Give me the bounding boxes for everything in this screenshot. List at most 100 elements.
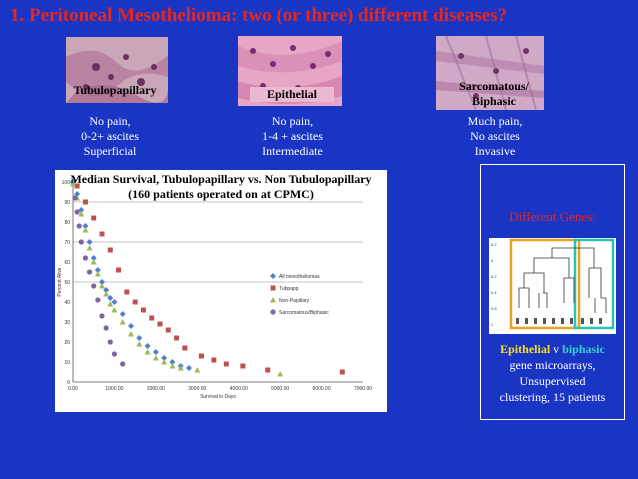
data-point	[107, 339, 113, 345]
tissue-image	[436, 36, 544, 110]
data-point	[86, 239, 93, 245]
chart-title: Median Survival, Tubulopapillary vs. Non…	[55, 172, 387, 202]
data-point	[99, 283, 105, 289]
y-tick-label: 70	[64, 240, 70, 246]
data-point	[116, 267, 122, 273]
data-point	[82, 227, 89, 233]
data-point	[119, 311, 126, 317]
data-point	[74, 183, 80, 189]
dendrogram-svg: 0.2 0 0.2 0.4 0.8 1	[491, 238, 615, 330]
genes-desc-line1: Epithelial v biphasic	[481, 341, 624, 357]
subtype-desc-sarcomatous: Much pain, No ascites Invasive	[445, 114, 545, 159]
data-point	[103, 325, 109, 331]
svg-text:0.8: 0.8	[491, 306, 497, 311]
x-tick-label: 1000.00	[105, 386, 123, 392]
biphasic-text: biphasic	[562, 342, 605, 356]
data-point	[90, 255, 97, 261]
genes-desc-line2: gene microarrays,	[509, 358, 596, 372]
data-point	[140, 307, 146, 313]
data-point	[82, 223, 89, 229]
subtype-desc-tubulopapillary: No pain, 0-2+ ascites Superficial	[55, 114, 165, 159]
data-point	[169, 359, 176, 365]
data-point	[99, 279, 105, 285]
data-point	[82, 255, 89, 261]
data-point	[149, 315, 155, 321]
data-point	[107, 301, 114, 307]
epithelial-text: Epithelial	[500, 342, 551, 356]
x-tick-label: 6000.00	[313, 386, 331, 392]
desc-line: 0-2+ ascites	[81, 129, 139, 143]
data-point	[128, 331, 134, 337]
y-tick-label: 100	[62, 180, 71, 186]
genes-desc-line4: clustering, 15 patients	[499, 390, 606, 404]
data-point	[136, 335, 143, 341]
data-point	[91, 215, 97, 221]
desc-line: Intermediate	[262, 144, 323, 158]
data-point	[144, 343, 151, 349]
data-point	[182, 345, 188, 351]
x-axis-label: Survival in Days	[200, 394, 236, 400]
data-point	[119, 319, 126, 325]
data-point	[211, 357, 217, 363]
data-point	[94, 267, 101, 273]
y-tick-label: 40	[64, 300, 70, 306]
y-tick-label: 20	[64, 340, 70, 346]
data-point	[339, 369, 345, 375]
data-point	[124, 289, 130, 295]
data-point	[277, 371, 284, 377]
data-point	[161, 359, 168, 365]
genes-desc-line3: Unsupervised	[519, 374, 586, 388]
data-point	[103, 287, 110, 293]
data-point	[72, 195, 78, 201]
data-point	[86, 245, 93, 251]
genes-title: Different Genes:	[509, 209, 596, 224]
data-point	[194, 367, 201, 373]
histology-image-sarcomatous	[436, 36, 544, 110]
svg-text:0: 0	[491, 258, 494, 263]
data-point	[107, 247, 113, 253]
data-point	[111, 351, 118, 357]
legend-label: All mesotheliomas	[279, 274, 320, 280]
desc-line: 1-4 + ascites	[262, 129, 323, 143]
data-point	[157, 321, 163, 327]
data-point	[78, 207, 85, 213]
data-point	[198, 353, 204, 359]
x-tick-label: 5000.00	[271, 386, 289, 392]
legend-marker	[270, 285, 276, 291]
chart-title-line1: Median Survival, Tubulopapillary vs. Non…	[70, 172, 372, 186]
data-point	[70, 181, 76, 187]
svg-text:0.2: 0.2	[491, 274, 497, 279]
data-point	[186, 365, 192, 371]
tissue-image	[66, 37, 168, 103]
genes-panel: Different Genes: 0.2 0 0.2 0.4 0.8 1 Epithel…	[480, 164, 625, 420]
desc-line: No pain,	[89, 114, 131, 128]
data-point	[223, 361, 229, 367]
svg-text:1: 1	[491, 322, 494, 327]
data-point	[132, 299, 138, 305]
data-point	[152, 349, 159, 355]
legend-label: Tubpapp	[279, 286, 299, 292]
desc-line: No pain,	[271, 114, 314, 128]
y-tick-label: 10	[64, 360, 70, 366]
svg-text:0.4: 0.4	[491, 290, 497, 295]
subtype-label-sarcomatous: Sarcomatous/ Biphasic	[459, 79, 529, 108]
data-point	[91, 283, 97, 289]
legend-marker	[270, 273, 276, 279]
x-tick-label: 2000.00	[147, 386, 165, 392]
dendrogram-figure: 0.2 0 0.2 0.4 0.8 1	[489, 238, 616, 334]
x-tick-label: 4000.00	[230, 386, 248, 392]
data-point	[169, 363, 176, 369]
x-tick-label: 7000.00	[354, 386, 372, 392]
data-point	[128, 323, 134, 329]
y-axis-label: Percent Alive	[57, 267, 63, 296]
y-tick-label: 60	[64, 260, 70, 266]
data-point	[136, 341, 143, 347]
data-point	[90, 259, 97, 265]
slide-title: 1. Peritoneal Mesothelioma: two (or thre…	[10, 5, 508, 26]
desc-line: Superficial	[83, 144, 137, 158]
data-point	[177, 365, 184, 371]
data-point	[95, 297, 101, 303]
chart-title-line2: (160 patients operated on at CPMC)	[128, 187, 314, 201]
data-point	[74, 191, 81, 197]
y-tick-label: 90	[64, 200, 70, 206]
